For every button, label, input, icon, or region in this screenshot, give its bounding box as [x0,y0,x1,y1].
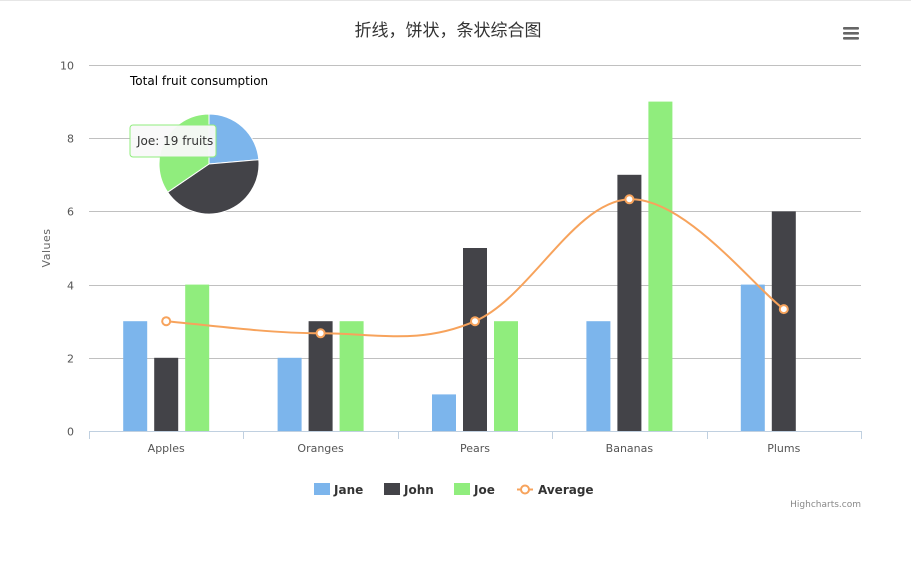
bar-john [154,357,179,431]
tooltip: Joe: 19 fruits [129,124,217,158]
x-tick-label: Oranges [297,442,344,455]
y-tick-label: 8 [67,133,74,146]
legend-label-jane: Jane [333,483,363,497]
average-point [470,316,480,327]
bar-joe [648,101,673,431]
y-tick-label: 10 [60,60,74,73]
bar-joe [185,284,210,431]
bar-john [617,174,642,432]
y-tick-label: 6 [67,206,74,219]
legend-label-joe: Joe [473,483,495,497]
average-point [624,194,635,205]
bar-john [771,211,796,431]
bar-john [308,321,333,431]
legend-item-average[interactable]: Average [517,483,594,497]
y-tick-label: 0 [67,426,74,439]
hamburger-menu-icon[interactable] [842,25,860,41]
y-tick-label: 4 [67,280,74,293]
average-line [166,198,785,338]
y-axis-ticks: 0 2 4 6 8 10 [60,60,74,439]
average-spline-series [161,194,789,339]
legend-label-john: John [403,483,434,497]
tooltip-text: Joe: 19 fruits [136,134,213,148]
x-tick-label: Bananas [606,442,654,455]
bar-jane [432,394,456,431]
legend-item-joe[interactable]: Joe [454,483,495,497]
legend-swatch-joe [454,483,470,495]
y-tick-label: 2 [67,353,74,366]
pie-slice-john [167,159,260,215]
chart-title: 折线，饼状，条状综合图 [355,21,542,41]
column-series [123,101,796,432]
credits-link[interactable]: Highcharts.com [790,500,861,510]
legend-swatch-john [384,483,400,495]
y-axis-title: Values [40,229,53,268]
pie-title: Total fruit consumption [129,74,268,88]
bar-jane [740,284,765,431]
legend-label-average: Average [538,483,594,497]
bar-jane [123,321,148,431]
x-axis: Apples Oranges Pears Bananas Plums [89,431,862,455]
legend-swatch-marker [520,484,530,495]
bar-jane [277,357,302,431]
bar-john [463,248,487,431]
x-tick-label: Plums [767,442,800,455]
average-point [161,316,172,327]
x-tick-label: Pears [460,442,490,455]
average-point [315,328,326,339]
legend-swatch-jane [314,483,330,495]
legend: Jane John Joe Average [314,483,594,497]
legend-item-jane[interactable]: Jane [314,483,363,497]
bar-jane [586,321,611,431]
legend-item-john[interactable]: John [384,483,434,497]
x-tick-label: Apples [148,442,185,455]
bar-joe [494,321,518,431]
average-point [778,304,789,315]
pie-slice-jane [208,113,260,165]
bar-joe [339,321,364,431]
